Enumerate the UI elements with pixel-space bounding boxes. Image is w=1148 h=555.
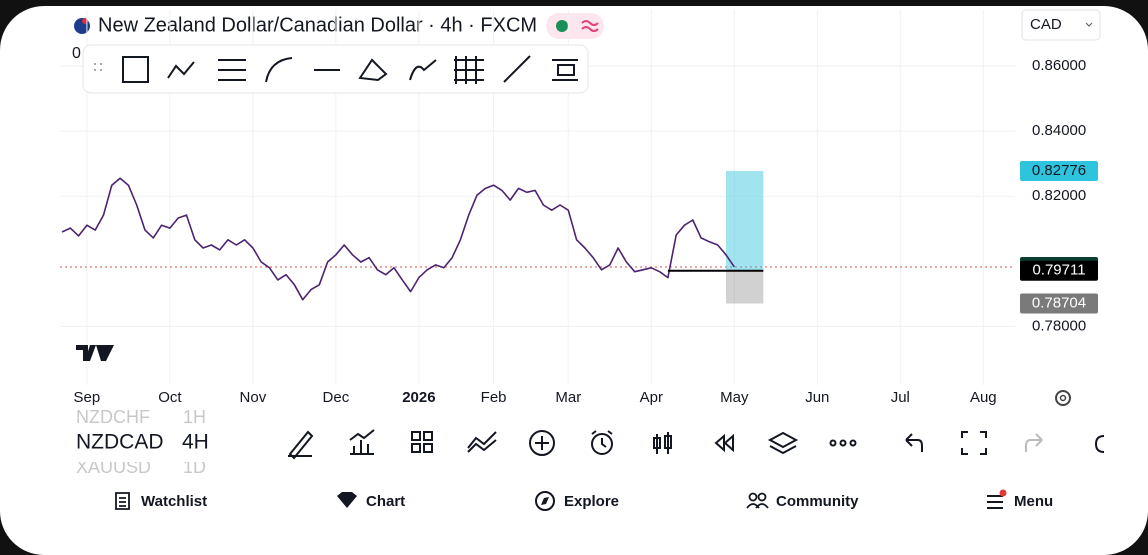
x-tick-label: Sep	[74, 389, 101, 406]
add-btn[interactable]	[529, 430, 555, 456]
x-tick-label: Jun	[805, 389, 829, 406]
layers-btn[interactable]	[767, 431, 799, 455]
symbol[interactable]: NZDCAD	[76, 431, 164, 454]
notification-dot	[999, 489, 1007, 497]
fullscreen-btn[interactable]	[961, 431, 987, 455]
tool-brush[interactable]	[358, 58, 388, 82]
watchlist-icon	[115, 492, 130, 510]
x-tick-label: Nov	[240, 389, 267, 406]
chart-type-btn[interactable]	[653, 432, 672, 454]
nav-item[interactable]: Community	[776, 493, 859, 510]
x-tick-label: 2026	[402, 389, 435, 406]
y-tick-label: 0.86000	[1032, 57, 1086, 74]
behind-symbol: NZDCHF	[76, 407, 150, 427]
y-tick-label: 0.78000	[1032, 317, 1086, 334]
legend-value: 0	[72, 45, 81, 62]
x-tick-label: Apr	[640, 389, 663, 406]
currency-label: CAD	[1030, 16, 1062, 33]
x-tick-label: Oct	[158, 389, 182, 406]
x-tick-label: Aug	[970, 389, 997, 406]
drag-handle[interactable]	[94, 63, 102, 71]
x-tick-label: Feb	[481, 389, 507, 406]
drawing-toolbar	[82, 44, 589, 94]
card	[0, 6, 1148, 555]
tool-pencil[interactable]	[409, 59, 437, 81]
tool-trendline[interactable]	[503, 55, 531, 83]
draw-btn[interactable]	[288, 430, 314, 460]
price-label-bg	[1020, 160, 1098, 181]
tool-levels[interactable]	[218, 59, 246, 81]
undo-btn[interactable]	[905, 433, 923, 452]
redo-btn[interactable]	[1025, 433, 1043, 452]
edge-icon	[1094, 435, 1105, 453]
more-btn[interactable]	[829, 439, 837, 447]
stop-zone	[726, 270, 764, 304]
price-line	[61, 177, 735, 301]
bottom-toolbar	[288, 429, 1105, 460]
nav-item[interactable]: Menu	[1014, 493, 1053, 510]
explore-icon	[535, 491, 555, 511]
interval[interactable]: 4H	[182, 431, 209, 454]
nav-item[interactable]: Chart	[366, 493, 405, 510]
x-tick-label: Jul	[891, 389, 910, 406]
tool-curve[interactable]	[265, 57, 293, 83]
tool-rectangle[interactable]	[122, 56, 149, 83]
price-label-bg	[1020, 260, 1098, 281]
tool-grid[interactable]	[454, 56, 484, 84]
nav-item[interactable]: Explore	[564, 493, 619, 510]
y-tick-label: 0.84000	[1032, 122, 1086, 139]
chart-icon	[337, 492, 357, 508]
price-label-bg	[1020, 293, 1098, 314]
settings-icon[interactable]	[1055, 390, 1071, 406]
indicators-btn[interactable]	[349, 429, 375, 455]
tool-path[interactable]	[167, 61, 195, 79]
replay-btn[interactable]	[714, 433, 734, 453]
y-tick-label: 0.82000	[1032, 187, 1086, 204]
compare-btn[interactable]	[467, 431, 497, 453]
behind-interval: 1H	[183, 407, 206, 427]
price-label: 0.82776	[1032, 162, 1086, 179]
x-tick-label: Dec	[323, 389, 350, 406]
settings-icon-core	[1059, 394, 1067, 402]
tradingview-logo	[76, 345, 114, 361]
alert-btn[interactable]	[591, 433, 613, 455]
currency-select[interactable]	[1021, 9, 1101, 41]
delay-icon	[581, 20, 599, 32]
symbol-bar	[60, 426, 1110, 462]
price-label: 0.78704	[1032, 294, 1086, 311]
status-pill[interactable]	[546, 13, 604, 39]
dropdown-caret	[1085, 22, 1093, 27]
target-zone	[726, 170, 764, 271]
x-tick-label: Mar	[555, 389, 581, 406]
layout-btn[interactable]	[411, 431, 433, 453]
market-open-dot	[556, 20, 568, 32]
menu-icon	[987, 495, 1003, 509]
tool-sl[interactable]	[552, 59, 578, 81]
nav-bar: Watchlist Chart Explore Community Menu	[115, 489, 1053, 511]
price-label: 0.79711	[1032, 262, 1085, 279]
nav-item[interactable]: Watchlist	[141, 493, 207, 510]
x-tick-label: May	[720, 389, 749, 406]
community-icon	[748, 492, 758, 502]
symbol-title[interactable]: New Zealand Dollar/Canadian Dollar · 4h …	[98, 14, 537, 36]
